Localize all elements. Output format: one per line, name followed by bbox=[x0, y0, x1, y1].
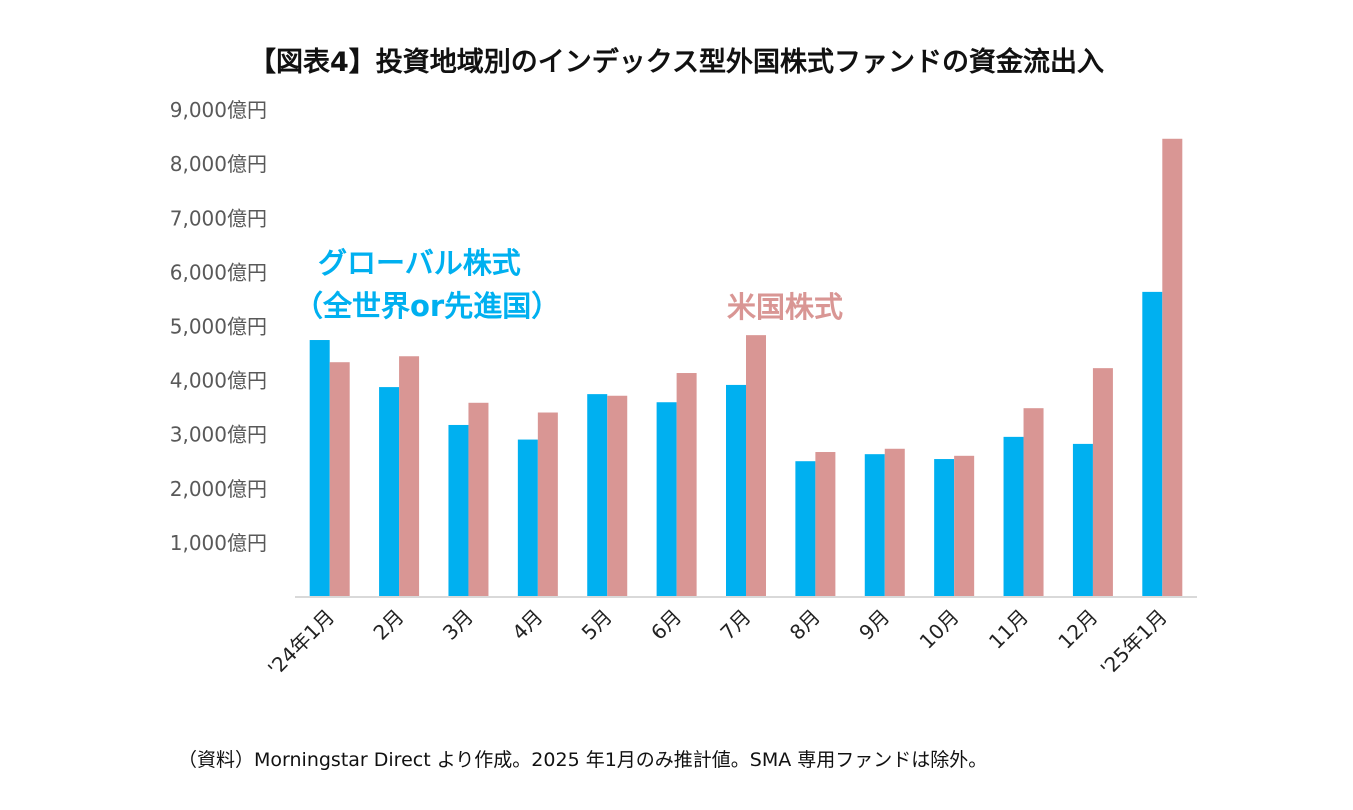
y-tick-label: 3,000億円 bbox=[170, 423, 267, 447]
bar-global bbox=[448, 424, 469, 597]
x-tick-label: 4月 bbox=[507, 605, 547, 645]
x-tick-label: '24年1月 bbox=[263, 605, 339, 681]
bar-global bbox=[795, 461, 816, 597]
bar-global bbox=[517, 439, 538, 597]
bar-global bbox=[379, 387, 400, 597]
x-tick-label: 6月 bbox=[646, 605, 686, 645]
bar-global bbox=[656, 402, 677, 597]
x-tick-label: 3月 bbox=[438, 605, 478, 645]
x-tick-label: 5月 bbox=[577, 605, 617, 645]
bar-us bbox=[1162, 138, 1183, 597]
bar-us bbox=[329, 362, 350, 597]
bar-global bbox=[864, 454, 885, 597]
bar-global bbox=[309, 340, 330, 597]
bar-global bbox=[934, 459, 955, 597]
annotation-global-line2: （全世界or先進国） bbox=[294, 289, 561, 323]
x-tick-label: 8月 bbox=[785, 605, 825, 645]
bar-us bbox=[676, 373, 697, 597]
x-tick-label: 11月 bbox=[984, 605, 1033, 654]
annotation-global-line1: グローバル株式 bbox=[318, 246, 521, 280]
source-note: （資料）Morningstar Direct より作成。2025 年1月のみ推計… bbox=[178, 749, 988, 771]
bar-us bbox=[954, 455, 975, 597]
x-tick-label: 10月 bbox=[915, 605, 964, 654]
bar-us bbox=[399, 356, 420, 597]
y-tick-label: 4,000億円 bbox=[170, 369, 267, 393]
bar-us bbox=[1023, 408, 1044, 597]
x-tick-label: '25年1月 bbox=[1096, 605, 1172, 681]
bar-us bbox=[1092, 368, 1113, 597]
x-tick-label: 7月 bbox=[715, 605, 755, 645]
y-tick-label: 9,000億円 bbox=[170, 98, 267, 122]
x-tick-label: 12月 bbox=[1053, 605, 1102, 654]
annotation-us: 米国株式 bbox=[727, 290, 844, 324]
bar-us bbox=[746, 335, 766, 597]
bar-us bbox=[468, 402, 489, 597]
bar-us bbox=[537, 412, 558, 597]
bar-global bbox=[726, 384, 746, 597]
bar-us bbox=[607, 395, 628, 597]
bar-global bbox=[587, 394, 608, 597]
chart-title: 【図表4】投資地域別のインデックス型外国株式ファンドの資金流出入 bbox=[249, 47, 1104, 78]
bar-global bbox=[1072, 443, 1093, 597]
x-tick-label: 9月 bbox=[854, 605, 894, 645]
y-tick-label: 8,000億円 bbox=[170, 152, 267, 176]
y-tick-label: 7,000億円 bbox=[170, 206, 267, 230]
bar-us bbox=[815, 452, 836, 597]
bar-us bbox=[884, 448, 905, 597]
y-tick-label: 1,000億円 bbox=[170, 531, 267, 555]
y-tick-label: 2,000億円 bbox=[170, 477, 267, 501]
bar-global bbox=[1003, 436, 1024, 597]
bar-global bbox=[1142, 291, 1163, 597]
x-tick-label: 2月 bbox=[368, 605, 408, 645]
y-tick-label: 5,000億円 bbox=[170, 315, 267, 339]
y-tick-label: 6,000億円 bbox=[170, 260, 267, 284]
